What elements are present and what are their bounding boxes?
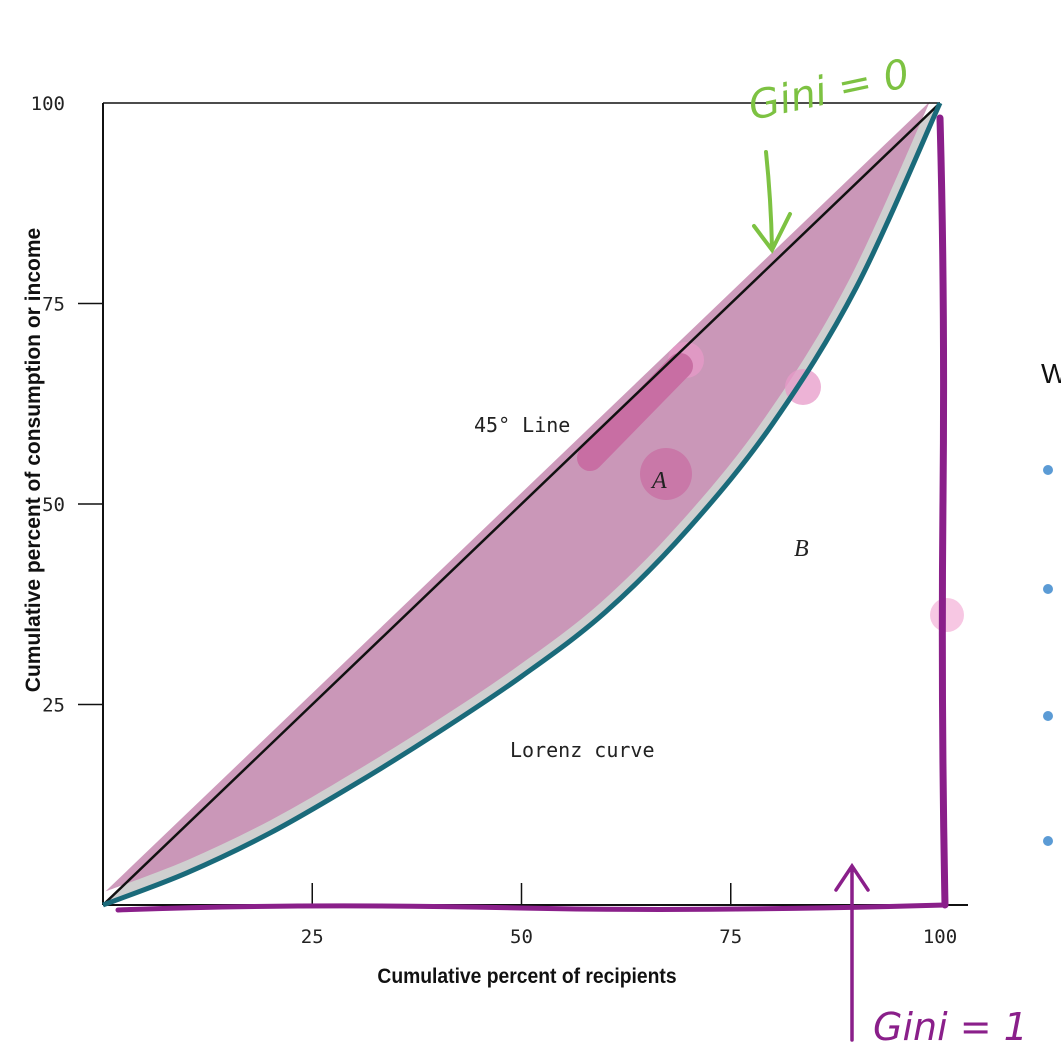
x-tick-label: 50 (510, 926, 533, 948)
bottom-edge-marker (115, 902, 948, 913)
lorenz-curve (102, 101, 943, 908)
highlighter-overlay (105, 101, 930, 892)
x-tick-label: 25 (301, 926, 324, 948)
45-line-label: 45° Line (474, 413, 570, 437)
gini-0-note: Gini = 0 (745, 51, 914, 130)
bullet (1043, 465, 1053, 475)
right-edge-marker (936, 114, 949, 909)
highlight-blob (930, 598, 964, 632)
bullet (1043, 711, 1053, 721)
y-axis-title: Cumulative percent of consumption or inc… (22, 228, 45, 692)
y-tick-label: 25 (42, 695, 65, 717)
up-arrow-icon (834, 862, 870, 1042)
highlight-blob (640, 448, 692, 500)
ticks: 25 50 75 100 25 50 75 100 (31, 93, 957, 948)
region-b-label: B (794, 536, 809, 562)
x-axis-title: Cumulative percent of recipients (377, 965, 676, 988)
down-arrow-icon (752, 150, 792, 254)
y-tick-label: 75 (42, 294, 65, 316)
lorenz-curve-label: Lorenz curve (510, 738, 655, 762)
handwritten-green-marks (752, 150, 792, 254)
y-tick-label: 50 (42, 494, 65, 516)
side-heading: W (1041, 358, 1061, 389)
x-tick-label: 75 (719, 926, 742, 948)
y-tick-label: 100 (31, 93, 65, 115)
highlight-stroke (577, 353, 693, 471)
bullet (1043, 584, 1053, 594)
bullet (1043, 836, 1053, 846)
x-tick-label: 100 (923, 926, 957, 948)
region-a-label: A (650, 468, 667, 494)
45-degree-line (102, 102, 941, 906)
gini-1-note: Gini = 1 (873, 1005, 1028, 1047)
handwritten-purple-marks (115, 114, 949, 1042)
side-bullets (1043, 465, 1053, 846)
